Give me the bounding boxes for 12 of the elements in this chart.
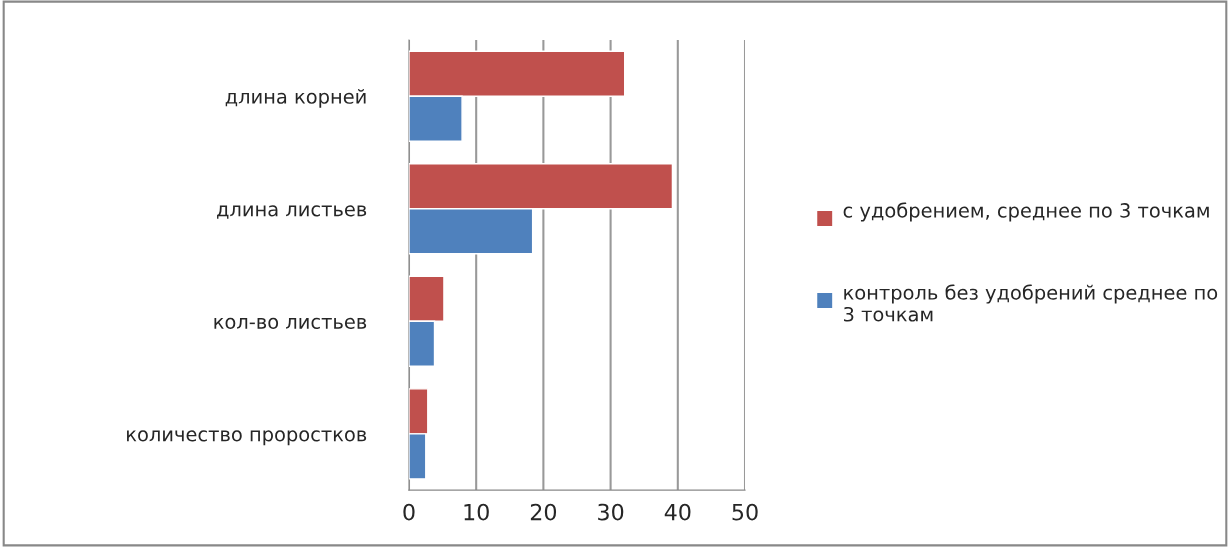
legend-label: с удобрением, среднее по 3 точкам <box>843 202 1209 222</box>
x-tick-label: 50 <box>732 503 758 521</box>
y-tick-label: количество проростков <box>127 430 367 446</box>
legend-label: контроль без удобрений среднее по 3 точкам <box>844 284 1218 322</box>
x-tick-label: 10 <box>464 503 489 521</box>
y-tick-label: кол-во листьев <box>214 317 367 329</box>
y-tick-label: длина корней <box>225 88 366 108</box>
x-tick-label: 30 <box>598 503 624 521</box>
y-tick-label: длина листьев <box>217 205 367 219</box>
x-tick-label: 20 <box>530 503 557 521</box>
x-tick-label: 40 <box>664 503 691 521</box>
x-tick-label: 0 <box>403 503 415 521</box>
